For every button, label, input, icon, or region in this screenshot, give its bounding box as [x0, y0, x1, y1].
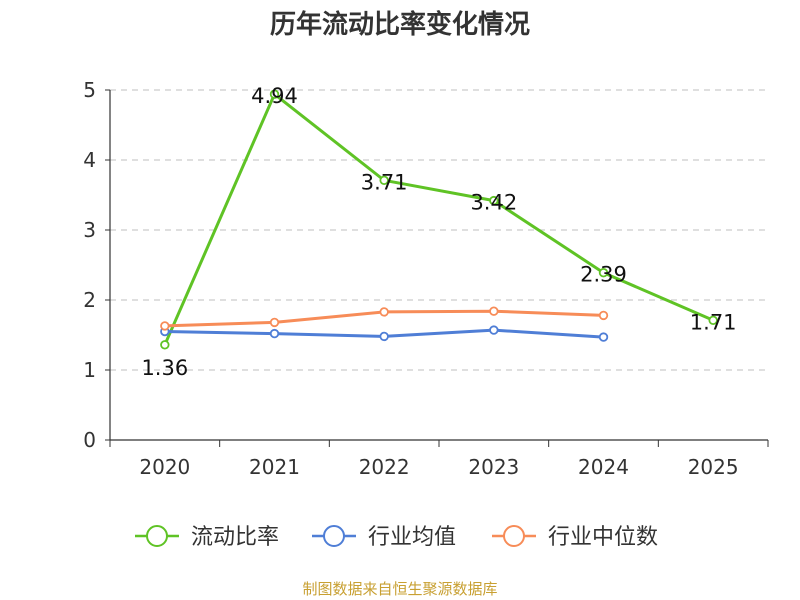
- data-label: 3.71: [361, 170, 408, 194]
- data-label: 4.94: [251, 84, 298, 108]
- legend-marker: [503, 525, 525, 547]
- data-point: [379, 175, 389, 185]
- x-tick-label: 2023: [468, 455, 519, 479]
- x-tick-label: 2021: [249, 455, 300, 479]
- data-point: [269, 89, 280, 99]
- y-tick-label: 4: [83, 148, 96, 172]
- data-point: [598, 310, 609, 321]
- series-line: [163, 92, 714, 346]
- data-point: [160, 340, 170, 350]
- data-label: 1.36: [141, 356, 188, 380]
- legend-marker: [323, 525, 345, 547]
- x-tick-label: 2020: [139, 455, 190, 479]
- data-label: 3.42: [470, 191, 517, 215]
- data-point: [269, 328, 280, 339]
- x-tick-label: 2025: [688, 455, 739, 479]
- data-point: [269, 317, 280, 328]
- legend-label: 行业中位数: [548, 525, 658, 550]
- data-point: [489, 325, 499, 335]
- legend-label: 流动比率: [191, 525, 279, 550]
- data-label: 2.39: [580, 263, 627, 287]
- data-point: [598, 268, 609, 278]
- chart-title: 历年流动比率变化情况: [269, 10, 530, 40]
- data-point: [708, 315, 718, 325]
- legend-marker: [146, 525, 168, 547]
- data-source-note: 制图数据来自恒生聚源数据库: [302, 580, 498, 598]
- data-point: [489, 306, 499, 316]
- data-point: [160, 321, 170, 331]
- data-point: [598, 332, 609, 342]
- data-point: [379, 307, 389, 317]
- data-point: [489, 195, 499, 206]
- data-label: 1.71: [690, 310, 737, 334]
- data-point: [379, 331, 389, 342]
- y-tick-label: 0: [83, 428, 96, 452]
- legend-label: 行业均值: [368, 525, 456, 550]
- x-tick-label: 2024: [578, 455, 629, 479]
- y-tick-label: 5: [83, 78, 96, 102]
- x-tick-label: 2022: [359, 455, 410, 479]
- y-tick-label: 3: [83, 218, 96, 242]
- y-tick-label: 2: [83, 288, 96, 312]
- y-tick-label: 1: [83, 358, 96, 382]
